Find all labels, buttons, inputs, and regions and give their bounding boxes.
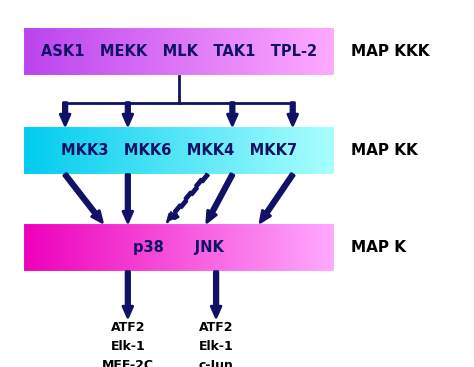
Text: MAP KK: MAP KK [351,142,418,157]
FancyArrowPatch shape [167,173,208,222]
Bar [23,223,335,272]
Text: MAP KKK: MAP KKK [351,44,429,59]
FancyArrowPatch shape [288,102,298,125]
Bar [23,126,335,175]
Bar [23,27,335,76]
Text: MAP K: MAP K [351,240,406,255]
FancyArrowPatch shape [64,174,102,222]
FancyArrowPatch shape [260,174,294,222]
FancyArrowPatch shape [123,272,133,317]
FancyArrowPatch shape [207,174,234,222]
FancyArrowPatch shape [211,272,221,317]
Text: ASK1   MEKK   MLK   TAK1   TPL-2: ASK1 MEKK MLK TAK1 TPL-2 [41,44,317,59]
Text: ATF2
Elk-1
MEF-2C: ATF2 Elk-1 MEF-2C [102,321,154,367]
Text: MKK3   MKK6   MKK4   MKK7: MKK3 MKK6 MKK4 MKK7 [61,143,297,158]
FancyArrowPatch shape [228,102,237,125]
Text: p38      JNK: p38 JNK [134,240,224,255]
FancyArrowPatch shape [123,102,133,125]
FancyArrowPatch shape [60,102,70,125]
FancyArrowPatch shape [123,175,133,222]
Text: ATF2
Elk-1
c-Jun: ATF2 Elk-1 c-Jun [199,321,234,367]
